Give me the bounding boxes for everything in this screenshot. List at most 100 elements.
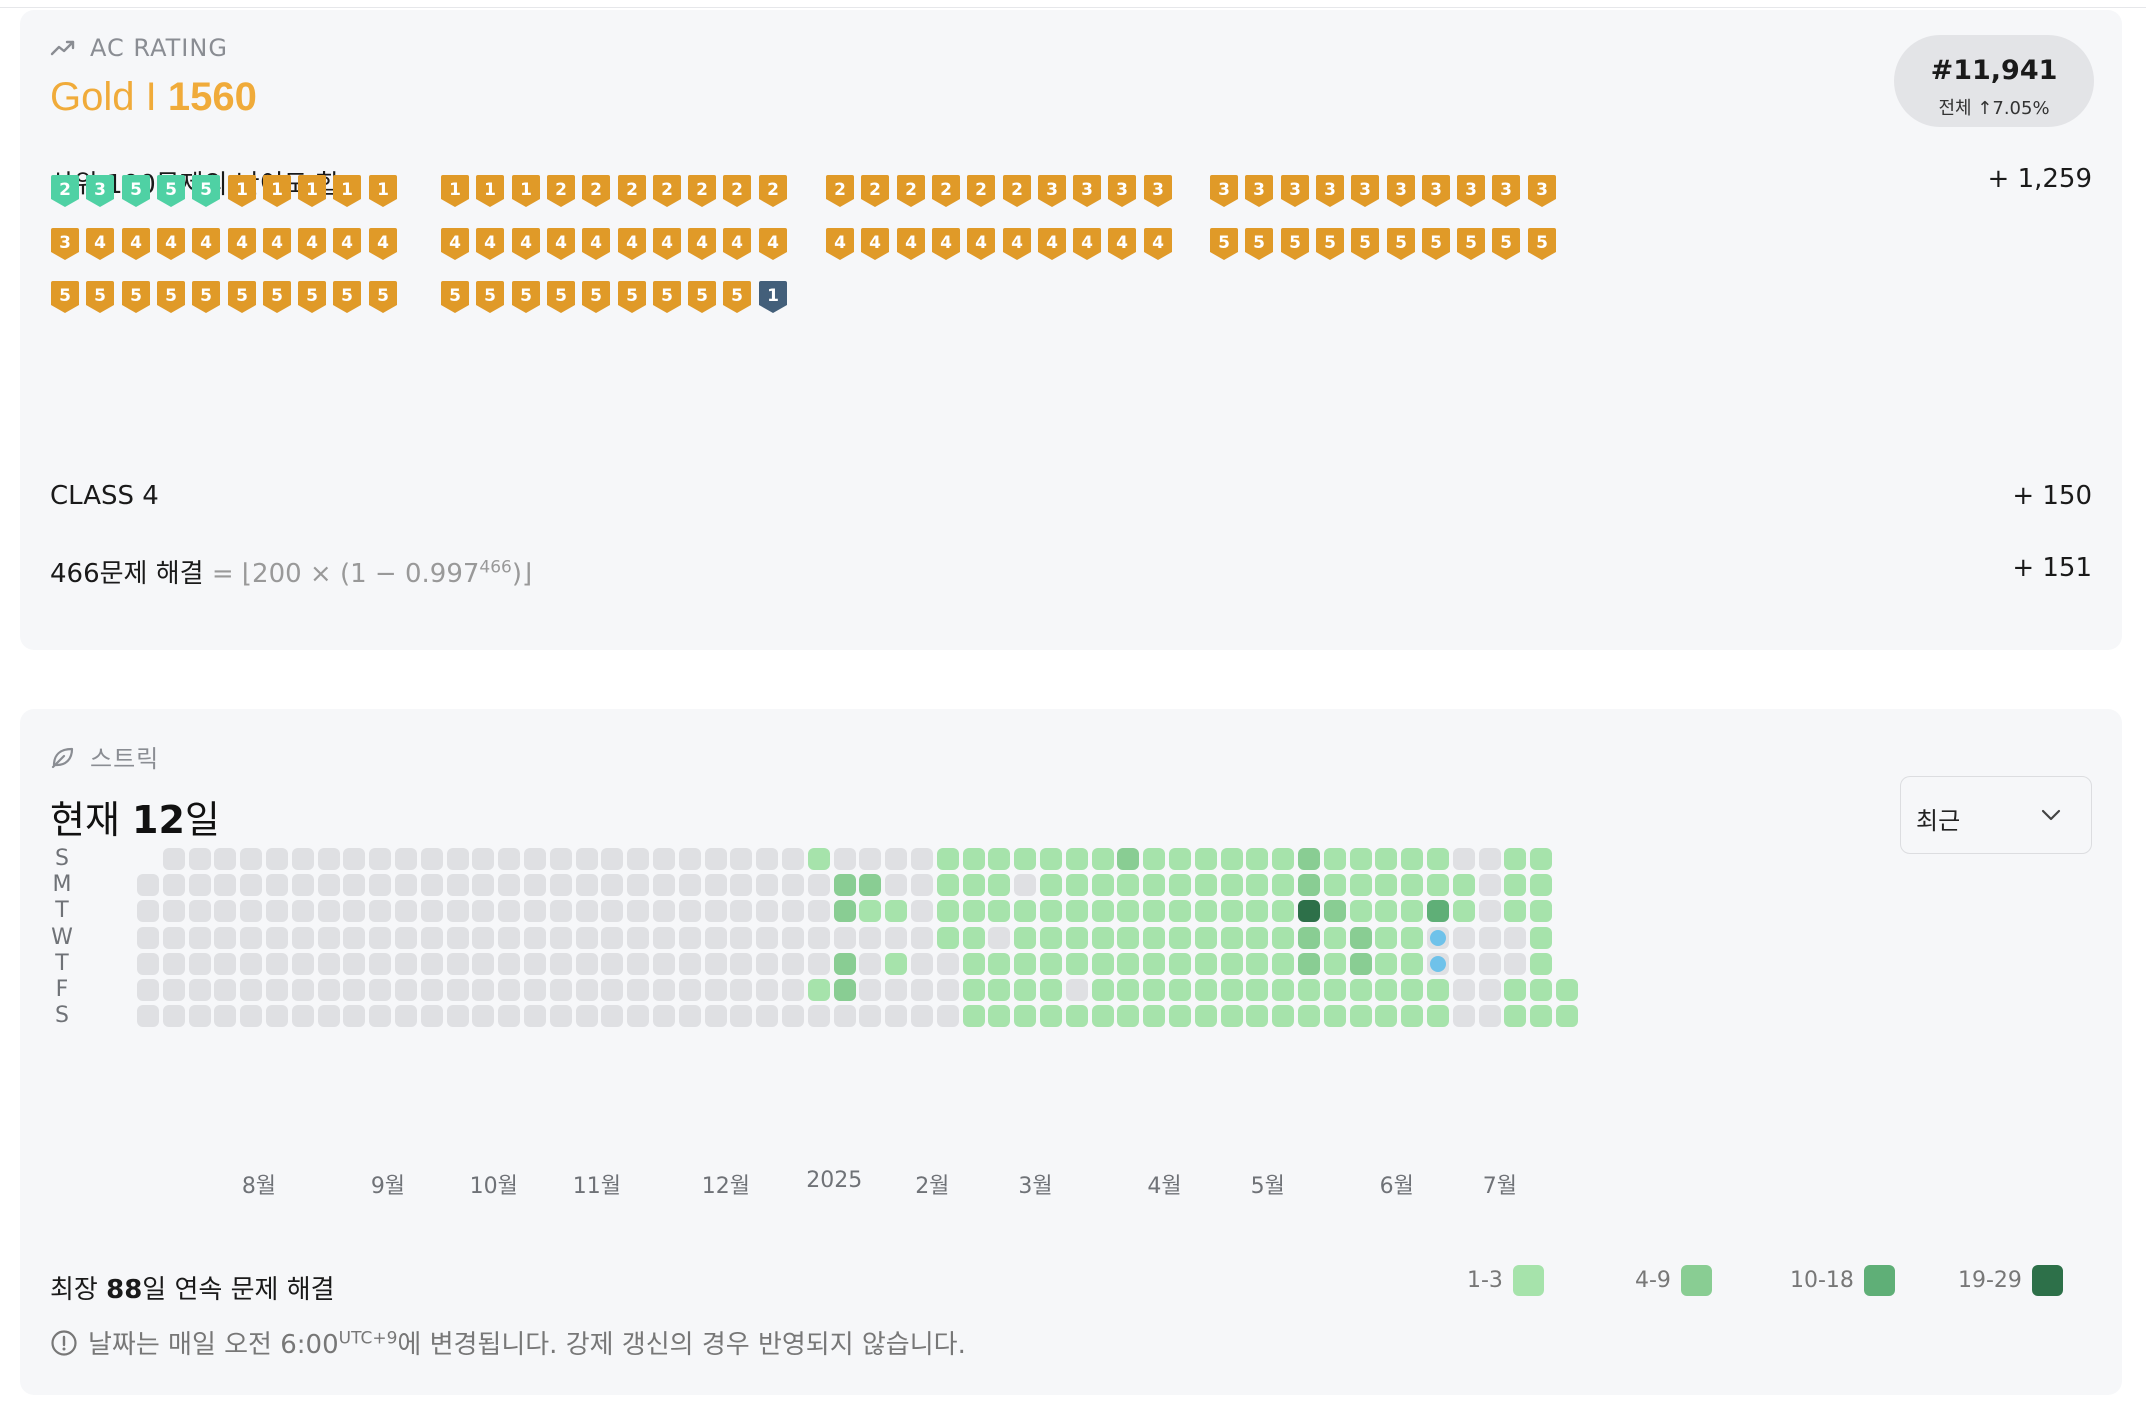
tier-badge-icon[interactable]: 4 bbox=[332, 227, 362, 261]
tier-badge-icon[interactable]: 4 bbox=[262, 227, 292, 261]
streak-cell[interactable] bbox=[1169, 848, 1191, 870]
streak-cell[interactable] bbox=[343, 874, 366, 897]
streak-cell[interactable] bbox=[369, 979, 392, 1001]
streak-cell[interactable] bbox=[395, 926, 417, 949]
streak-cell[interactable] bbox=[1298, 848, 1320, 870]
streak-cell[interactable] bbox=[317, 1005, 340, 1028]
rank-badge[interactable]: #11,941 전체 ↑7.05% bbox=[1894, 35, 2094, 127]
tier-badge-icon[interactable]: 2 bbox=[687, 174, 717, 208]
streak-cell[interactable] bbox=[446, 952, 469, 975]
tier-badge-icon[interactable]: 2 bbox=[758, 174, 788, 208]
tier-badge-icon[interactable]: 2 bbox=[931, 174, 961, 208]
streak-cell[interactable] bbox=[936, 848, 959, 870]
streak-cell[interactable] bbox=[653, 874, 675, 897]
streak-cell[interactable] bbox=[756, 1005, 779, 1028]
streak-cell[interactable] bbox=[1143, 874, 1166, 897]
streak-cell[interactable] bbox=[524, 874, 546, 897]
tier-badge-icon[interactable]: 5 bbox=[1315, 227, 1345, 261]
streak-cell[interactable] bbox=[1272, 900, 1295, 923]
streak-cell[interactable] bbox=[498, 900, 521, 923]
streak-cell[interactable] bbox=[807, 979, 830, 1001]
streak-cell[interactable] bbox=[524, 848, 546, 870]
streak-cell[interactable] bbox=[1246, 979, 1269, 1001]
streak-cell[interactable] bbox=[1065, 848, 1088, 870]
streak-cell[interactable] bbox=[1220, 874, 1243, 897]
streak-cell[interactable] bbox=[885, 979, 908, 1001]
tier-badge-icon[interactable]: 5 bbox=[722, 280, 752, 314]
tier-badge-icon[interactable]: 5 bbox=[191, 280, 221, 314]
streak-cell[interactable] bbox=[395, 848, 417, 870]
streak-cell[interactable] bbox=[1014, 848, 1037, 870]
streak-cell[interactable] bbox=[1375, 926, 1398, 949]
streak-cell[interactable] bbox=[369, 1005, 392, 1028]
streak-cell[interactable] bbox=[756, 848, 779, 870]
streak-cell[interactable] bbox=[1117, 900, 1140, 923]
tier-badge-icon[interactable]: 4 bbox=[617, 227, 647, 261]
streak-cell[interactable] bbox=[1349, 848, 1372, 870]
streak-cell[interactable] bbox=[1169, 979, 1191, 1001]
streak-cell[interactable] bbox=[1452, 874, 1475, 897]
streak-cell[interactable] bbox=[498, 926, 521, 949]
streak-cell[interactable] bbox=[962, 979, 985, 1001]
streak-cell[interactable] bbox=[343, 979, 366, 1001]
streak-cell[interactable] bbox=[1530, 979, 1553, 1001]
tier-badge-icon[interactable]: 5 bbox=[1527, 227, 1557, 261]
tier-badge-icon[interactable]: 3 bbox=[1209, 174, 1239, 208]
streak-cell[interactable] bbox=[395, 900, 417, 923]
tier-badge-icon[interactable]: 3 bbox=[1107, 174, 1137, 208]
streak-cell[interactable] bbox=[1014, 900, 1037, 923]
streak-cell[interactable] bbox=[446, 926, 469, 949]
streak-cell[interactable] bbox=[1040, 1005, 1062, 1028]
streak-cell[interactable] bbox=[472, 900, 495, 923]
tier-badge-icon[interactable]: 2 bbox=[966, 174, 996, 208]
streak-cell[interactable] bbox=[188, 926, 211, 949]
streak-cell[interactable] bbox=[601, 926, 624, 949]
tier-badge-icon[interactable]: 4 bbox=[722, 227, 752, 261]
tier-badge-icon[interactable]: 1 bbox=[440, 174, 470, 208]
streak-cell[interactable] bbox=[498, 1005, 521, 1028]
streak-cell[interactable] bbox=[472, 926, 495, 949]
tier-badge-icon[interactable]: 5 bbox=[440, 280, 470, 314]
streak-cell[interactable] bbox=[782, 874, 804, 897]
streak-cell[interactable] bbox=[704, 979, 727, 1001]
tier-badge-icon[interactable]: 4 bbox=[511, 227, 541, 261]
streak-cell[interactable] bbox=[343, 1005, 366, 1028]
streak-cell[interactable] bbox=[472, 848, 495, 870]
tier-badge-icon[interactable]: 5 bbox=[617, 280, 647, 314]
streak-cell[interactable] bbox=[678, 952, 701, 975]
tier-badge-icon[interactable]: 3 bbox=[1280, 174, 1310, 208]
streak-cell[interactable] bbox=[1117, 926, 1140, 949]
streak-cell[interactable] bbox=[678, 874, 701, 897]
streak-cell[interactable] bbox=[1452, 979, 1475, 1001]
streak-cell[interactable] bbox=[343, 926, 366, 949]
streak-cell[interactable] bbox=[704, 848, 727, 870]
streak-cell[interactable] bbox=[420, 1005, 443, 1028]
streak-cell[interactable] bbox=[859, 900, 882, 923]
streak-cell[interactable] bbox=[653, 900, 675, 923]
streak-cell[interactable] bbox=[137, 979, 159, 1001]
streak-cell[interactable] bbox=[1194, 848, 1217, 870]
tier-badge-icon[interactable]: 4 bbox=[156, 227, 186, 261]
tier-badge-icon[interactable]: 4 bbox=[227, 227, 257, 261]
streak-cell[interactable] bbox=[137, 900, 159, 923]
streak-cell[interactable] bbox=[730, 1005, 753, 1028]
streak-cell[interactable] bbox=[627, 874, 650, 897]
streak-cell[interactable] bbox=[266, 900, 288, 923]
streak-cell[interactable] bbox=[214, 874, 237, 897]
streak-cell[interactable] bbox=[240, 979, 263, 1001]
streak-cell[interactable] bbox=[730, 926, 753, 949]
streak-cell[interactable] bbox=[137, 1005, 159, 1028]
streak-cell[interactable] bbox=[1169, 926, 1191, 949]
streak-cell[interactable] bbox=[859, 848, 882, 870]
streak-cell[interactable] bbox=[369, 952, 392, 975]
streak-cell[interactable] bbox=[911, 926, 933, 949]
streak-cell[interactable] bbox=[911, 848, 933, 870]
tier-badge-icon[interactable]: 4 bbox=[546, 227, 576, 261]
streak-cell[interactable] bbox=[704, 1005, 727, 1028]
streak-cell[interactable] bbox=[1401, 952, 1424, 975]
streak-cell[interactable] bbox=[420, 900, 443, 923]
streak-cell[interactable] bbox=[446, 848, 469, 870]
streak-cell[interactable] bbox=[1117, 1005, 1140, 1028]
streak-cell[interactable] bbox=[936, 952, 959, 975]
tier-badge-icon[interactable]: 2 bbox=[825, 174, 855, 208]
